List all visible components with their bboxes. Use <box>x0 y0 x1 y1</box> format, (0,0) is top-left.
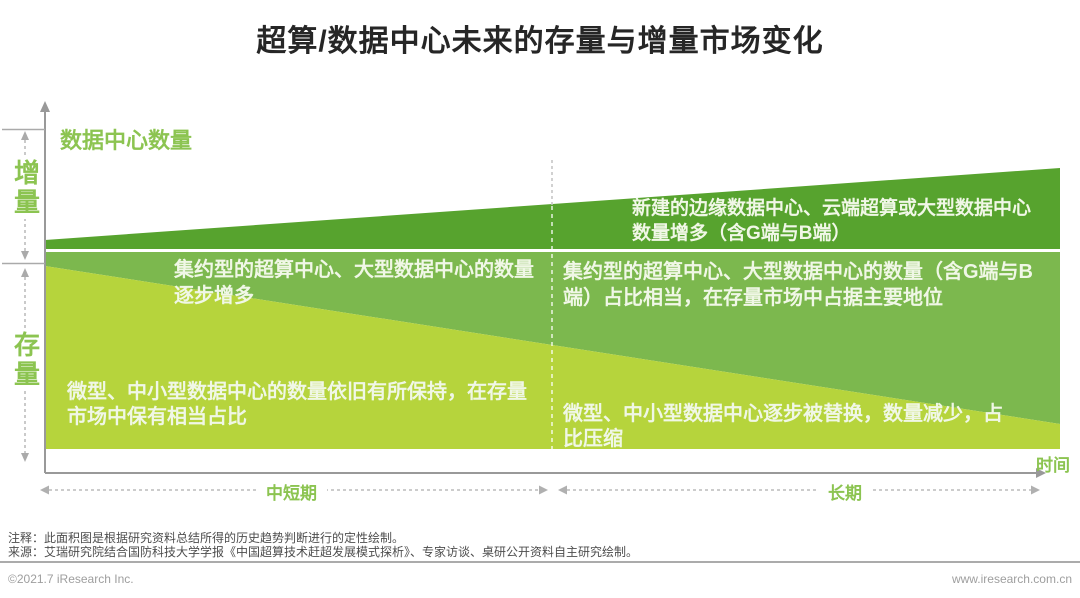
footer-website: www.iresearch.com.cn <box>951 572 1072 586</box>
annotation-small-datacenters-long-term: 微型、中小型数据中心逐步被替换，数量减少，占比压缩 <box>563 403 1003 450</box>
short-term-span-arrow-right-icon <box>539 485 548 495</box>
note-annotation: 注释：此面积图是根据研究资料总结所得的历史趋势判断进行的定性绘制。 <box>8 531 405 545</box>
increment-bracket-arrow-down-icon <box>21 251 29 260</box>
x-axis-title: 时间 <box>1036 456 1070 475</box>
y-axis-title: 数据中心数量 <box>60 128 193 153</box>
stock-segment-label: 存量 <box>12 329 42 391</box>
area-band-stock-small-datacenters <box>45 266 1060 449</box>
note-source: 来源：艾瑞研究院结合国防科技大学学报《中国超算技术赶超发展模式探析》、专家访谈、… <box>8 545 639 559</box>
period-label-short-term: 中短期 <box>256 479 327 504</box>
y-axis-arrow-icon <box>40 101 50 112</box>
annotation-increment-new-datacenters: 新建的边缘数据中心、云端超算或大型数据中心数量增多（含G端与B端） <box>632 198 1032 244</box>
footer-divider <box>0 561 1080 563</box>
increment-bracket-arrow-up-icon <box>21 131 29 140</box>
increment-segment-label: 增量 <box>12 157 42 219</box>
footer-copyright: ©2021.7 iResearch Inc. <box>8 572 134 586</box>
x-axis-arrow-icon <box>1036 468 1046 478</box>
period-label-long-term: 长期 <box>818 479 872 504</box>
stock-bracket-arrow-up-icon <box>21 268 29 277</box>
annotation-small-datacenters-short-term: 微型、中小型数据中心的数量依旧有所保持，在存量市场中保有相当占比 <box>67 381 527 428</box>
page-title: 超算/数据中心未来的存量与增量市场变化 <box>256 25 824 58</box>
long-term-span-arrow-right-icon <box>1031 485 1040 495</box>
annotation-concentrated-long-term: 集约型的超算中心、大型数据中心的数量（含G端与B端）占比相当，在存量市场中占据主… <box>563 261 1033 309</box>
long-term-span-arrow-left-icon <box>558 485 567 495</box>
stock-bracket-arrow-down-icon <box>21 453 29 462</box>
short-term-span-arrow-left-icon <box>40 485 49 495</box>
annotation-concentrated-short-term: 集约型的超算中心、大型数据中心的数量逐步增多 <box>174 259 534 307</box>
